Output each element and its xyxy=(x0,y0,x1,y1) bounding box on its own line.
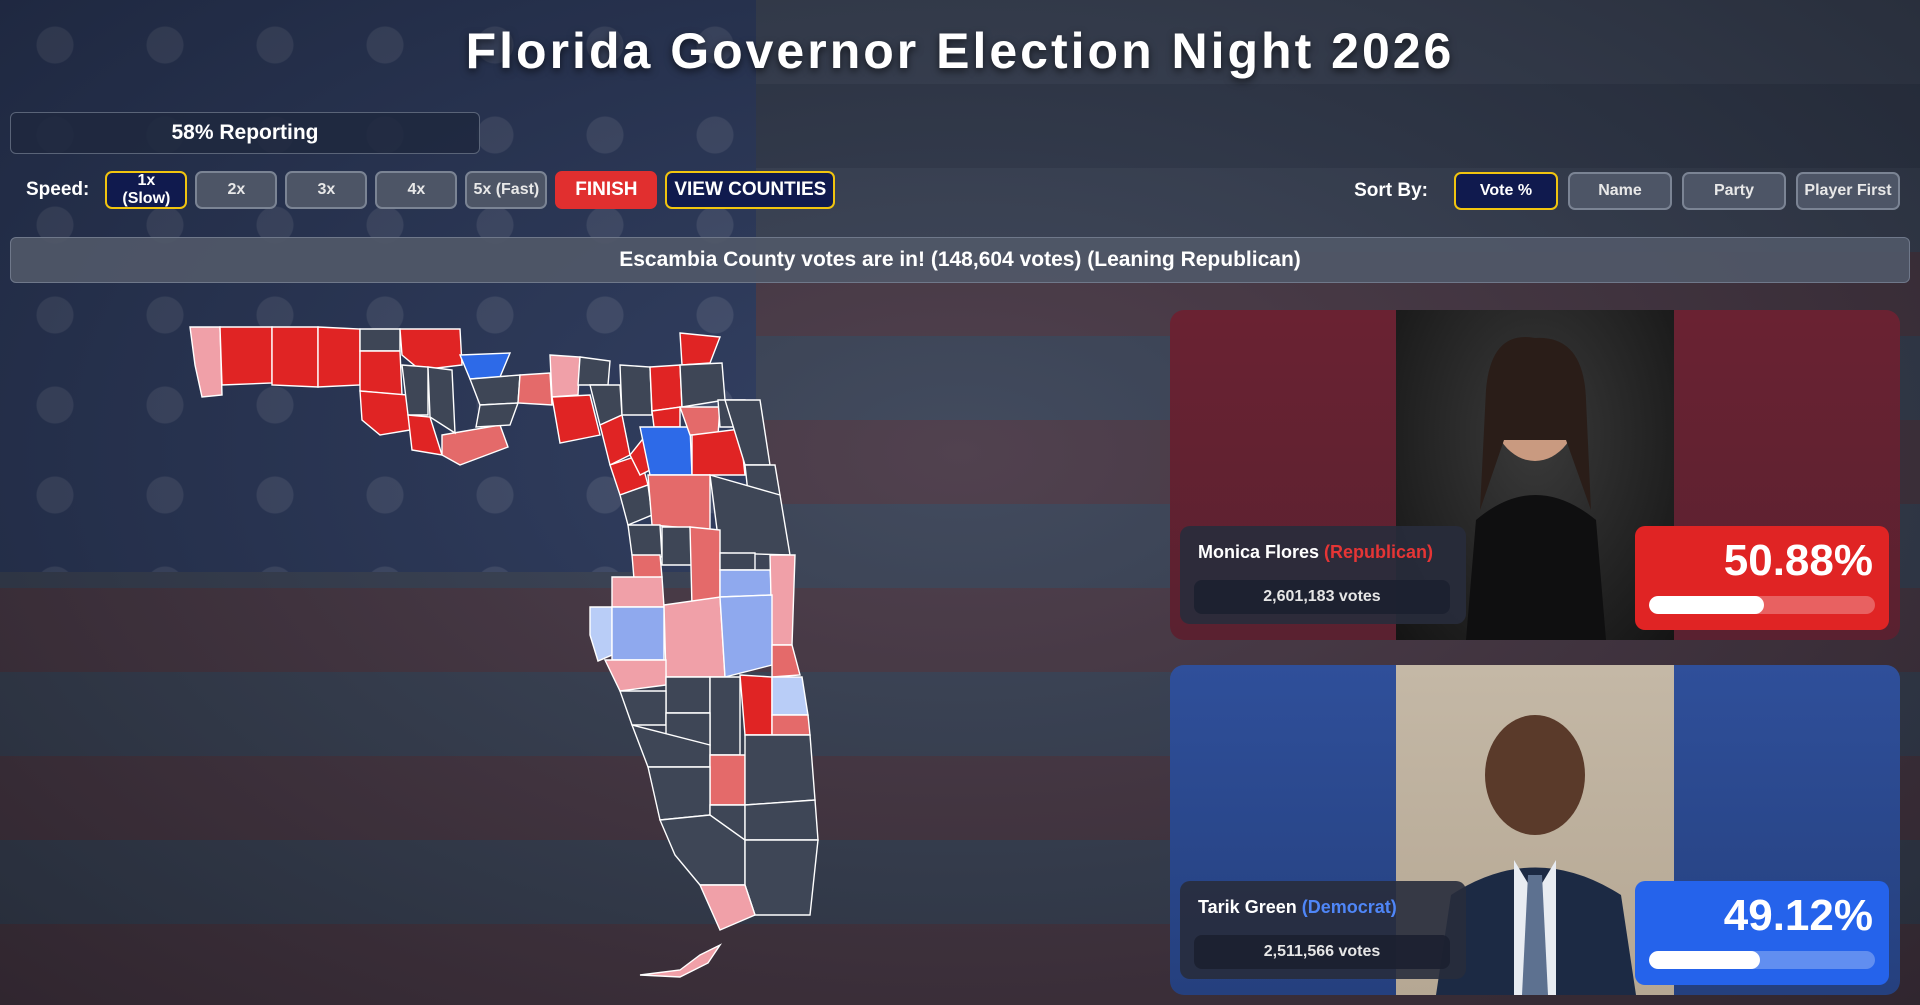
county-putnam[interactable] xyxy=(691,428,746,476)
speed-2x-button[interactable]: 2x xyxy=(195,171,278,209)
county-martin[interactable] xyxy=(771,714,811,736)
candidate-card-democrat: Tarik Green (Democrat) 2,511,566 votes 4… xyxy=(1170,665,1900,995)
speed-controls: Speed: 1x (Slow) 2x 3x 4x 5x (Fast) FINI… xyxy=(26,170,836,210)
county-okeechobee[interactable] xyxy=(739,674,773,736)
county-walton[interactable] xyxy=(317,326,361,388)
reporting-status: 58% Reporting xyxy=(10,112,480,154)
county-highlands[interactable] xyxy=(709,676,741,756)
county-lake[interactable] xyxy=(689,526,721,608)
county-washington[interactable] xyxy=(359,350,403,396)
county-santa-rosa[interactable] xyxy=(219,326,273,386)
speed-4x-button[interactable]: 4x xyxy=(375,171,458,209)
view-counties-button[interactable]: VIEW COUNTIES xyxy=(665,171,836,209)
county-holmes[interactable] xyxy=(359,328,401,352)
candidate-name: Tarik Green xyxy=(1198,897,1297,917)
sort-party-button[interactable]: Party xyxy=(1682,172,1786,210)
county-citrus[interactable] xyxy=(627,524,663,558)
vote-percent-bar xyxy=(1649,596,1875,614)
county-bay[interactable] xyxy=(359,390,411,436)
speed-label: Speed: xyxy=(26,179,90,200)
candidate-votes: 2,601,183 votes xyxy=(1194,580,1450,614)
county-sumter[interactable] xyxy=(661,526,693,566)
county-calhoun[interactable] xyxy=(401,364,429,416)
vote-percent-bar-fill xyxy=(1649,596,1764,614)
county-orange[interactable] xyxy=(719,569,773,598)
county-indian-river[interactable] xyxy=(771,644,801,678)
candidate-name-line: Tarik Green (Democrat) xyxy=(1198,897,1397,918)
county-miami-dade[interactable] xyxy=(744,839,819,916)
speed-3x-button[interactable]: 3x xyxy=(285,171,368,209)
county-gadsden[interactable] xyxy=(458,352,512,380)
county-monroe-mainland[interactable] xyxy=(698,884,756,931)
speed-5x-button[interactable]: 5x (Fast) xyxy=(465,171,548,209)
sort-vote-percent-button[interactable]: Vote % xyxy=(1454,172,1558,210)
sort-player-first-button[interactable]: Player First xyxy=(1796,172,1900,210)
county-brevard[interactable] xyxy=(769,554,796,646)
county-update-banner: Escambia County votes are in! (148,604 v… xyxy=(10,237,1910,283)
county-jefferson[interactable] xyxy=(517,372,553,406)
vote-percent: 50.88% xyxy=(1723,536,1873,585)
county-taylor[interactable] xyxy=(551,394,601,444)
county-lee[interactable] xyxy=(647,766,711,821)
speed-1x-button[interactable]: 1x (Slow) xyxy=(105,171,188,209)
county-hamilton[interactable] xyxy=(577,356,611,386)
county-broward[interactable] xyxy=(744,799,819,841)
county-nassau[interactable] xyxy=(679,332,721,366)
county-jackson[interactable] xyxy=(399,328,463,371)
county-liberty[interactable] xyxy=(427,366,456,435)
county-glades[interactable] xyxy=(709,754,746,806)
candidate-card-republican: Monica Flores (Republican) 2,601,183 vot… xyxy=(1170,310,1900,640)
county-palm-beach[interactable] xyxy=(744,734,816,806)
county-marion[interactable] xyxy=(647,474,711,531)
county-lafayette[interactable] xyxy=(599,413,631,467)
candidate-party: (Democrat) xyxy=(1301,897,1397,917)
page-title: Florida Governor Election Night 2026 xyxy=(465,23,1455,79)
finish-button[interactable]: FINISH xyxy=(555,171,658,209)
county-osceola[interactable] xyxy=(719,594,773,678)
county-leon[interactable] xyxy=(469,374,521,406)
county-alachua[interactable] xyxy=(639,426,693,476)
candidate-namebox: Tarik Green (Democrat) 2,511,566 votes xyxy=(1180,881,1466,979)
sort-controls: Sort By: Vote % Name Party Player First xyxy=(1354,172,1900,210)
county-pasco[interactable] xyxy=(611,576,665,608)
candidate-name-line: Monica Flores (Republican) xyxy=(1198,542,1433,563)
county-monroe-keys[interactable] xyxy=(639,943,723,978)
candidate-party: (Republican) xyxy=(1324,542,1434,562)
candidate-photo-man xyxy=(1396,665,1674,995)
county-pinellas[interactable] xyxy=(589,606,613,662)
vote-percent-box: 50.88% xyxy=(1635,526,1889,630)
vote-percent-bar-fill xyxy=(1649,951,1760,969)
county-manatee[interactable] xyxy=(603,659,667,692)
candidate-name: Monica Flores xyxy=(1198,542,1320,562)
candidate-namebox: Monica Flores (Republican) 2,601,183 vot… xyxy=(1180,526,1466,624)
florida-map-svg[interactable] xyxy=(180,315,970,985)
candidate-votes: 2,511,566 votes xyxy=(1194,935,1450,969)
county-baker[interactable] xyxy=(649,364,683,412)
vote-percent: 49.12% xyxy=(1723,891,1873,940)
county-polk[interactable] xyxy=(663,596,726,678)
county-madison[interactable] xyxy=(549,354,581,398)
vote-percent-box: 49.12% xyxy=(1635,881,1889,985)
county-escambia[interactable] xyxy=(189,326,223,398)
county-st-lucie[interactable] xyxy=(771,676,809,716)
county-hardee[interactable] xyxy=(665,676,711,714)
county-okaloosa[interactable] xyxy=(271,326,319,388)
county-hillsborough[interactable] xyxy=(611,606,665,661)
county-sarasota[interactable] xyxy=(619,690,667,726)
county-wakulla[interactable] xyxy=(475,402,520,428)
florida-county-map[interactable] xyxy=(180,315,970,985)
county-seminole[interactable] xyxy=(719,552,756,571)
vote-percent-bar xyxy=(1649,951,1875,969)
sort-name-button[interactable]: Name xyxy=(1568,172,1672,210)
county-columbia[interactable] xyxy=(619,364,653,416)
county-union[interactable] xyxy=(651,406,681,428)
sort-label: Sort By: xyxy=(1354,180,1428,201)
county-hernando[interactable] xyxy=(631,554,663,580)
